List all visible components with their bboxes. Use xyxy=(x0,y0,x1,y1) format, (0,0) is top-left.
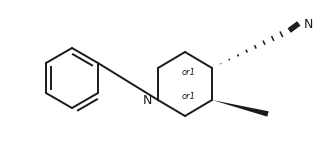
Text: or1: or1 xyxy=(182,67,196,77)
Text: N: N xyxy=(304,17,313,30)
Polygon shape xyxy=(212,100,269,117)
Text: or1: or1 xyxy=(182,91,196,100)
Text: N: N xyxy=(143,94,152,107)
